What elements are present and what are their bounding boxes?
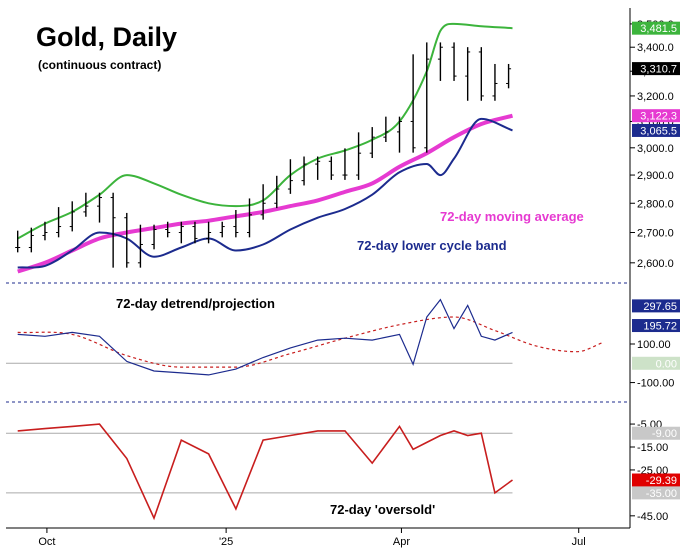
detrend-value-label: 297.65	[643, 301, 677, 313]
price-y-tick-label: 2,800.0	[637, 198, 674, 210]
price-value-label: 3,310.7	[640, 64, 677, 76]
x-tick-label: Jul	[572, 536, 586, 548]
oversold-line	[17, 423, 513, 521]
price-value-label: 3,122.3	[640, 111, 677, 123]
price-value-label: 3,481.5	[640, 23, 677, 35]
price-y-tick-label: 2,900.0	[637, 170, 674, 182]
price-y-tick-label: 2,600.0	[637, 258, 674, 270]
x-tick-label: Oct	[38, 536, 55, 548]
detrend-line	[17, 298, 513, 376]
detrend-value-label-bg	[632, 299, 680, 313]
x-tick-label: '25	[219, 536, 233, 548]
price-value-label-bg	[632, 109, 680, 123]
detrend-value-label-bg	[632, 319, 680, 333]
price-y-tick-label: 3,400.0	[637, 42, 674, 54]
price-y-tick-label: 3,000.0	[637, 143, 674, 155]
detrend-y-tick-label: -100.00	[637, 378, 674, 390]
price-value-label-bg	[632, 123, 680, 137]
price-value-label: 3,065.5	[640, 125, 677, 137]
detrend-y-tick-label: 100.00	[637, 339, 671, 351]
oversold-value-label-bg	[632, 486, 680, 500]
x-tick-label: Apr	[393, 536, 410, 548]
detrend-value-label-bg	[632, 356, 680, 370]
chart-title: Gold, Daily	[36, 22, 177, 52]
oversold-value-label: -35.00	[646, 488, 677, 500]
price-y-tick-label: 2,700.0	[637, 227, 674, 239]
oversold-y-tick-label: -15.00	[637, 442, 668, 454]
oversold-value-label-bg	[632, 426, 680, 440]
price-value-label-bg	[632, 62, 680, 76]
detrend-value-label: 0.00	[656, 358, 677, 370]
price-value-label-bg	[632, 21, 680, 35]
oversold-value-label-bg	[632, 473, 680, 487]
lower-band-annotation: 72-day lower cycle band	[357, 238, 507, 253]
oversold-value-label: -29.39	[646, 475, 677, 487]
oversold-y-tick-label: -45.00	[637, 511, 668, 523]
detrend-value-label: 195.72	[643, 321, 677, 333]
price-y-tick-label: 3,200.0	[637, 91, 674, 103]
price-bars-group	[15, 42, 512, 268]
oversold-value-label: -9.00	[652, 428, 677, 440]
chart-subtitle: (continuous contract)	[38, 58, 161, 72]
oversold-panel-title: 72-day 'oversold'	[330, 502, 435, 517]
lower-cycle-band-line	[17, 117, 513, 269]
moving-average-annotation: 72-day moving average	[440, 209, 584, 224]
detrend-panel-title: 72-day detrend/projection	[116, 296, 275, 311]
